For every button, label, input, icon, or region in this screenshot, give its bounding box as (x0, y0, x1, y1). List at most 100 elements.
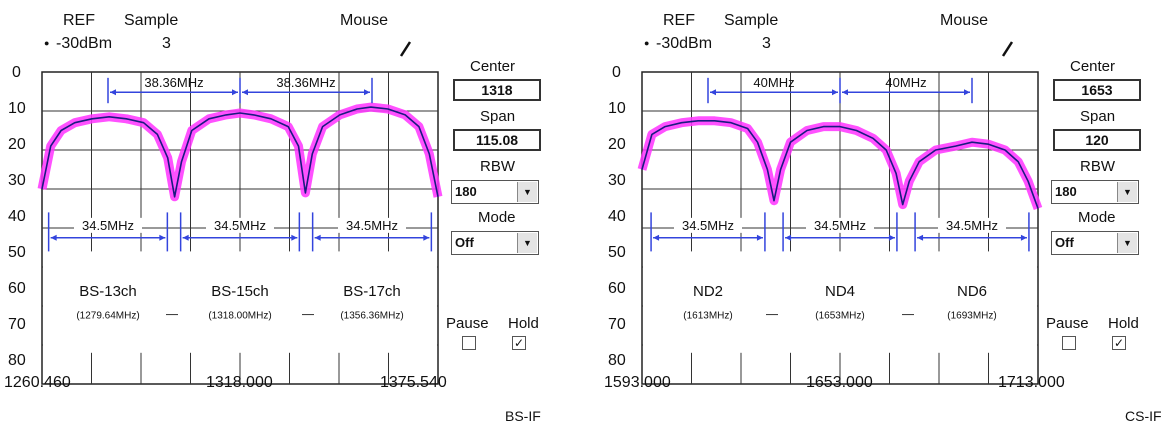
spacing-label: 38.36MHz (144, 75, 203, 90)
panel-footer-label: CS-IF (1125, 408, 1161, 424)
mouse-pointer-icon (399, 41, 412, 57)
hold-checkbox[interactable]: ✓ (512, 336, 526, 350)
x-tick-label: 1713.000 (998, 374, 1065, 391)
spectrum-plot[interactable]: 40MHz 40MHz 34.5MHz ND2 (1613MHz) 34.5MHz ND4 (… (637, 71, 1043, 385)
mode-label: Mode (1078, 209, 1116, 226)
hold-checkbox[interactable]: ✓ (1112, 336, 1126, 350)
spacing-label: 40MHz (885, 75, 926, 90)
y-tick-label: 30 (608, 172, 626, 189)
y-tick-label: 50 (8, 244, 26, 261)
arrow-head (242, 89, 248, 96)
bandwidth-label: 34.5MHz (682, 218, 734, 233)
pause-checkbox[interactable] (462, 336, 476, 350)
spectrum-plot[interactable]: 38.36MHz 38.36MHz 34.5MHz BS-13ch (1279.64MH… (37, 71, 443, 385)
chevron-down-icon[interactable]: ▼ (517, 182, 537, 202)
arrow-head (785, 234, 792, 241)
span-label: Span (480, 108, 516, 125)
mode-select[interactable]: Off ▼ (451, 231, 539, 255)
arrow-head (314, 234, 321, 241)
y-tick-label: 50 (608, 244, 626, 261)
y-tick-label: 80 (8, 352, 26, 369)
chevron-down-icon[interactable]: ▼ (1117, 233, 1137, 253)
arrow-head (888, 234, 895, 241)
channel-name: BS-15ch (211, 283, 269, 300)
center-field[interactable]: 1318 (453, 79, 541, 101)
channel-frequency: (1653MHz) (815, 310, 864, 321)
chevron-down-icon[interactable]: ▼ (1117, 182, 1137, 202)
arrow-head (159, 234, 166, 241)
channel-frequency: (1318.00MHz) (208, 310, 271, 321)
sample-label: Sample (124, 12, 179, 29)
y-tick-label: 70 (608, 316, 626, 333)
arrow-head (182, 234, 189, 241)
channel-name: ND2 (693, 283, 723, 300)
rbw-select[interactable]: 180 ▼ (451, 180, 539, 204)
span-field[interactable]: 120 (1053, 129, 1141, 151)
span-field[interactable]: 115.08 (453, 129, 541, 151)
y-tick-label: 0 (612, 64, 621, 81)
arrow-head (364, 89, 370, 96)
y-tick-label: 20 (608, 136, 626, 153)
rbw-value: 180 (1055, 184, 1077, 199)
arrow-head (291, 234, 298, 241)
mouse-label: Mouse (340, 12, 389, 29)
mode-select[interactable]: Off ▼ (1051, 231, 1139, 255)
rbw-label: RBW (480, 158, 515, 175)
channel-name: BS-17ch (343, 283, 401, 300)
mouse-pointer-icon (1001, 41, 1014, 57)
x-tick-label: 1318.000 (206, 374, 273, 391)
rbw-select[interactable]: 180 ▼ (1051, 180, 1139, 204)
ref-bullet-icon: ● (44, 38, 50, 48)
x-tick-label: 1260.460 (4, 374, 71, 391)
label-backdrop (74, 217, 142, 233)
bandwidth-label: 34.5MHz (346, 218, 398, 233)
channel-frequency: (1356.36MHz) (340, 310, 403, 321)
y-tick-label: 70 (8, 316, 26, 333)
y-tick-label: 20 (8, 136, 26, 153)
ref-bullet-icon: ● (644, 38, 650, 48)
pause-label: Pause (446, 315, 489, 332)
pause-checkbox[interactable] (1062, 336, 1076, 350)
label-backdrop (338, 217, 406, 233)
arrow-head (710, 89, 716, 96)
arrow-head (917, 234, 924, 241)
rbw-value: 180 (455, 184, 477, 199)
sample-label: Sample (724, 12, 779, 29)
arrow-head (1020, 234, 1027, 241)
pause-label: Pause (1046, 315, 1089, 332)
channel-label-area (643, 251, 1037, 353)
chevron-down-icon[interactable]: ▼ (517, 233, 537, 253)
spectrum-trace (641, 120, 1039, 209)
y-tick-label: 30 (8, 172, 26, 189)
arrow-head (832, 89, 838, 96)
channel-name: BS-13ch (79, 283, 137, 300)
ref-value: -30dBm (656, 35, 713, 52)
span-label: Span (1080, 108, 1116, 125)
channel-frequency: (1613MHz) (683, 310, 732, 321)
label-backdrop (674, 217, 742, 233)
spectrum-chart: 38.36MHz 38.36MHz 34.5MHz BS-13ch (1279.64MH… (37, 71, 443, 385)
arrow-head (964, 89, 970, 96)
sample-value: 3 (162, 35, 171, 52)
channel-label-area (43, 251, 437, 353)
spectrum-chart: 40MHz 40MHz 34.5MHz ND2 (1613MHz) 34.5MHz ND4 (… (637, 71, 1043, 385)
ref-label: REF (63, 12, 95, 29)
ref-label: REF (663, 12, 695, 29)
sample-value: 3 (762, 35, 771, 52)
arrow-head (50, 234, 57, 241)
center-field[interactable]: 1653 (1053, 79, 1141, 101)
y-tick-label: 60 (8, 280, 26, 297)
y-tick-label: 60 (608, 280, 626, 297)
spacing-label: 38.36MHz (276, 75, 335, 90)
hold-label: Hold (1108, 315, 1139, 332)
label-backdrop (806, 217, 874, 233)
y-tick-label: 10 (8, 100, 26, 117)
analyzer-panel-bs: REF Sample Mouse ● -30dBm 3 38.36MHz 38.3… (0, 0, 560, 425)
y-tick-label: 0 (12, 64, 21, 81)
spectrum-trace (41, 106, 439, 198)
x-tick-label: 1593.000 (604, 374, 671, 391)
hold-label: Hold (508, 315, 539, 332)
mouse-label: Mouse (940, 12, 989, 29)
channel-frequency: (1693MHz) (947, 310, 996, 321)
arrow-head (110, 89, 116, 96)
